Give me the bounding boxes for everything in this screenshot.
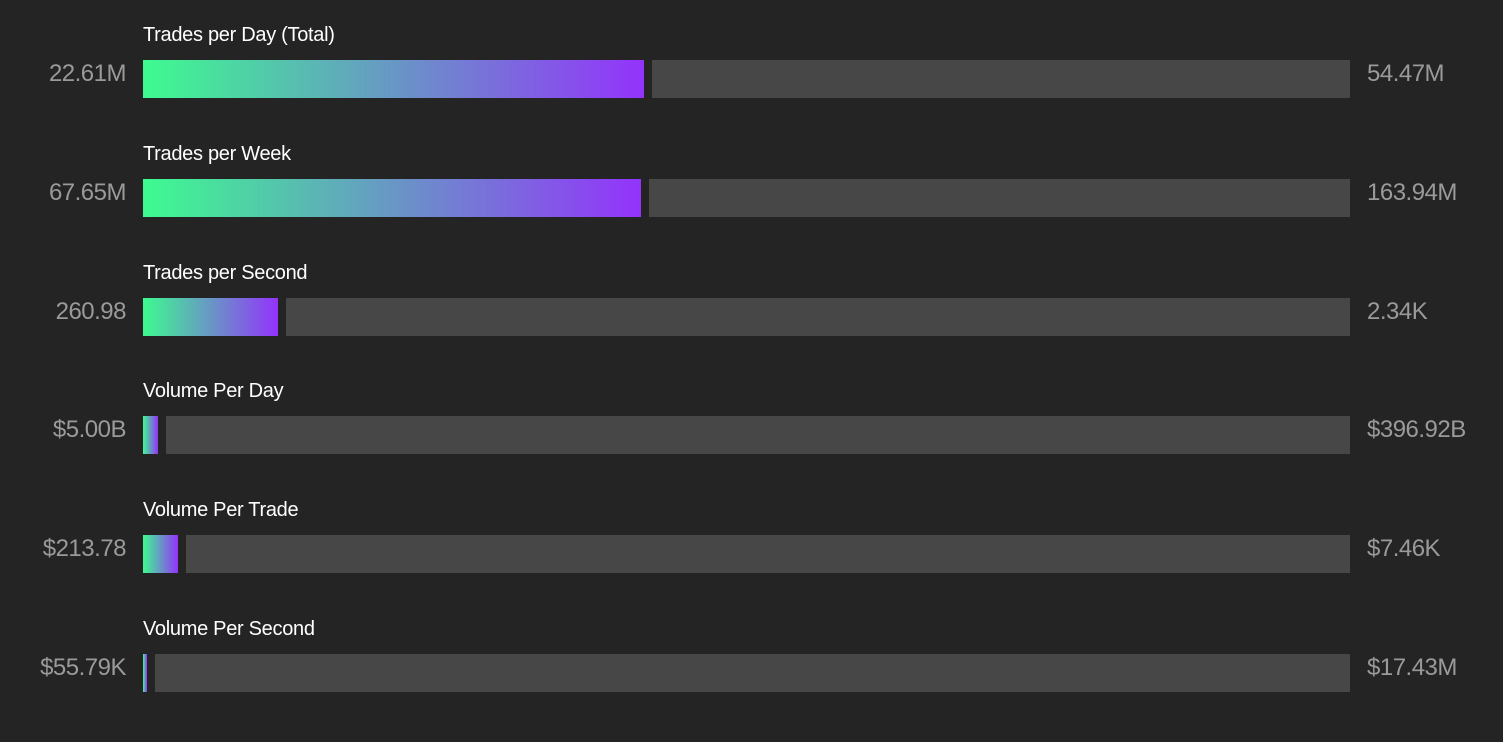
metric-title: Trades per Second	[143, 261, 308, 284]
bar-remainder	[166, 416, 1350, 455]
metric-title: Trades per Day (Total)	[143, 24, 335, 46]
current-value-label: $55.79K	[40, 654, 126, 681]
metric-row: Trades per Second 260.98 2.34K	[0, 260, 1503, 380]
max-value-label: 54.47M	[1367, 60, 1445, 87]
max-value-label: 2.34K	[1367, 297, 1428, 325]
current-value-label: 260.98	[55, 297, 127, 325]
bar-track	[143, 654, 1350, 692]
bar-remainder	[649, 178, 1350, 217]
metric-row: Trades per Day (Total) 22.61M 54.47M	[0, 22, 1503, 142]
bar-track	[143, 416, 1350, 455]
bar-remainder	[186, 535, 1350, 574]
bar-fill	[143, 297, 278, 336]
metric-title: Volume Per Day	[143, 380, 284, 403]
bar-remainder	[652, 60, 1350, 98]
max-value-label: $17.43M	[1367, 654, 1457, 681]
metric-title: Volume Per Second	[143, 618, 315, 640]
metric-row: Trades per Week 67.65M 163.94M	[0, 141, 1503, 261]
bar-track	[143, 178, 1350, 217]
max-value-label: $396.92B	[1367, 416, 1466, 444]
max-value-label: 163.94M	[1367, 178, 1457, 206]
current-value-label: 22.61M	[48, 60, 127, 87]
bar-remainder	[286, 297, 1350, 336]
bar-track	[143, 60, 1350, 98]
bar-fill	[143, 416, 158, 455]
bar-track	[143, 297, 1350, 336]
metric-row: Volume Per Day $5.00B $396.92B	[0, 378, 1503, 498]
metric-row: Volume Per Trade $213.78 $7.46K	[0, 497, 1503, 617]
bar-fill	[143, 654, 147, 692]
metric-title: Volume Per Trade	[143, 499, 299, 522]
metric-row: Volume Per Second $55.79K $17.43M	[0, 616, 1503, 736]
bar-fill	[143, 535, 178, 574]
max-value-label: $7.46K	[1367, 535, 1441, 563]
bar-remainder	[155, 654, 1350, 692]
current-value-label: $213.78	[42, 535, 127, 563]
current-value-label: 67.65M	[48, 178, 127, 206]
bar-fill	[143, 60, 644, 98]
bar-fill	[143, 178, 641, 217]
current-value-label: $5.00B	[52, 416, 127, 444]
metric-title: Trades per Week	[143, 142, 291, 165]
bar-track	[143, 535, 1350, 574]
